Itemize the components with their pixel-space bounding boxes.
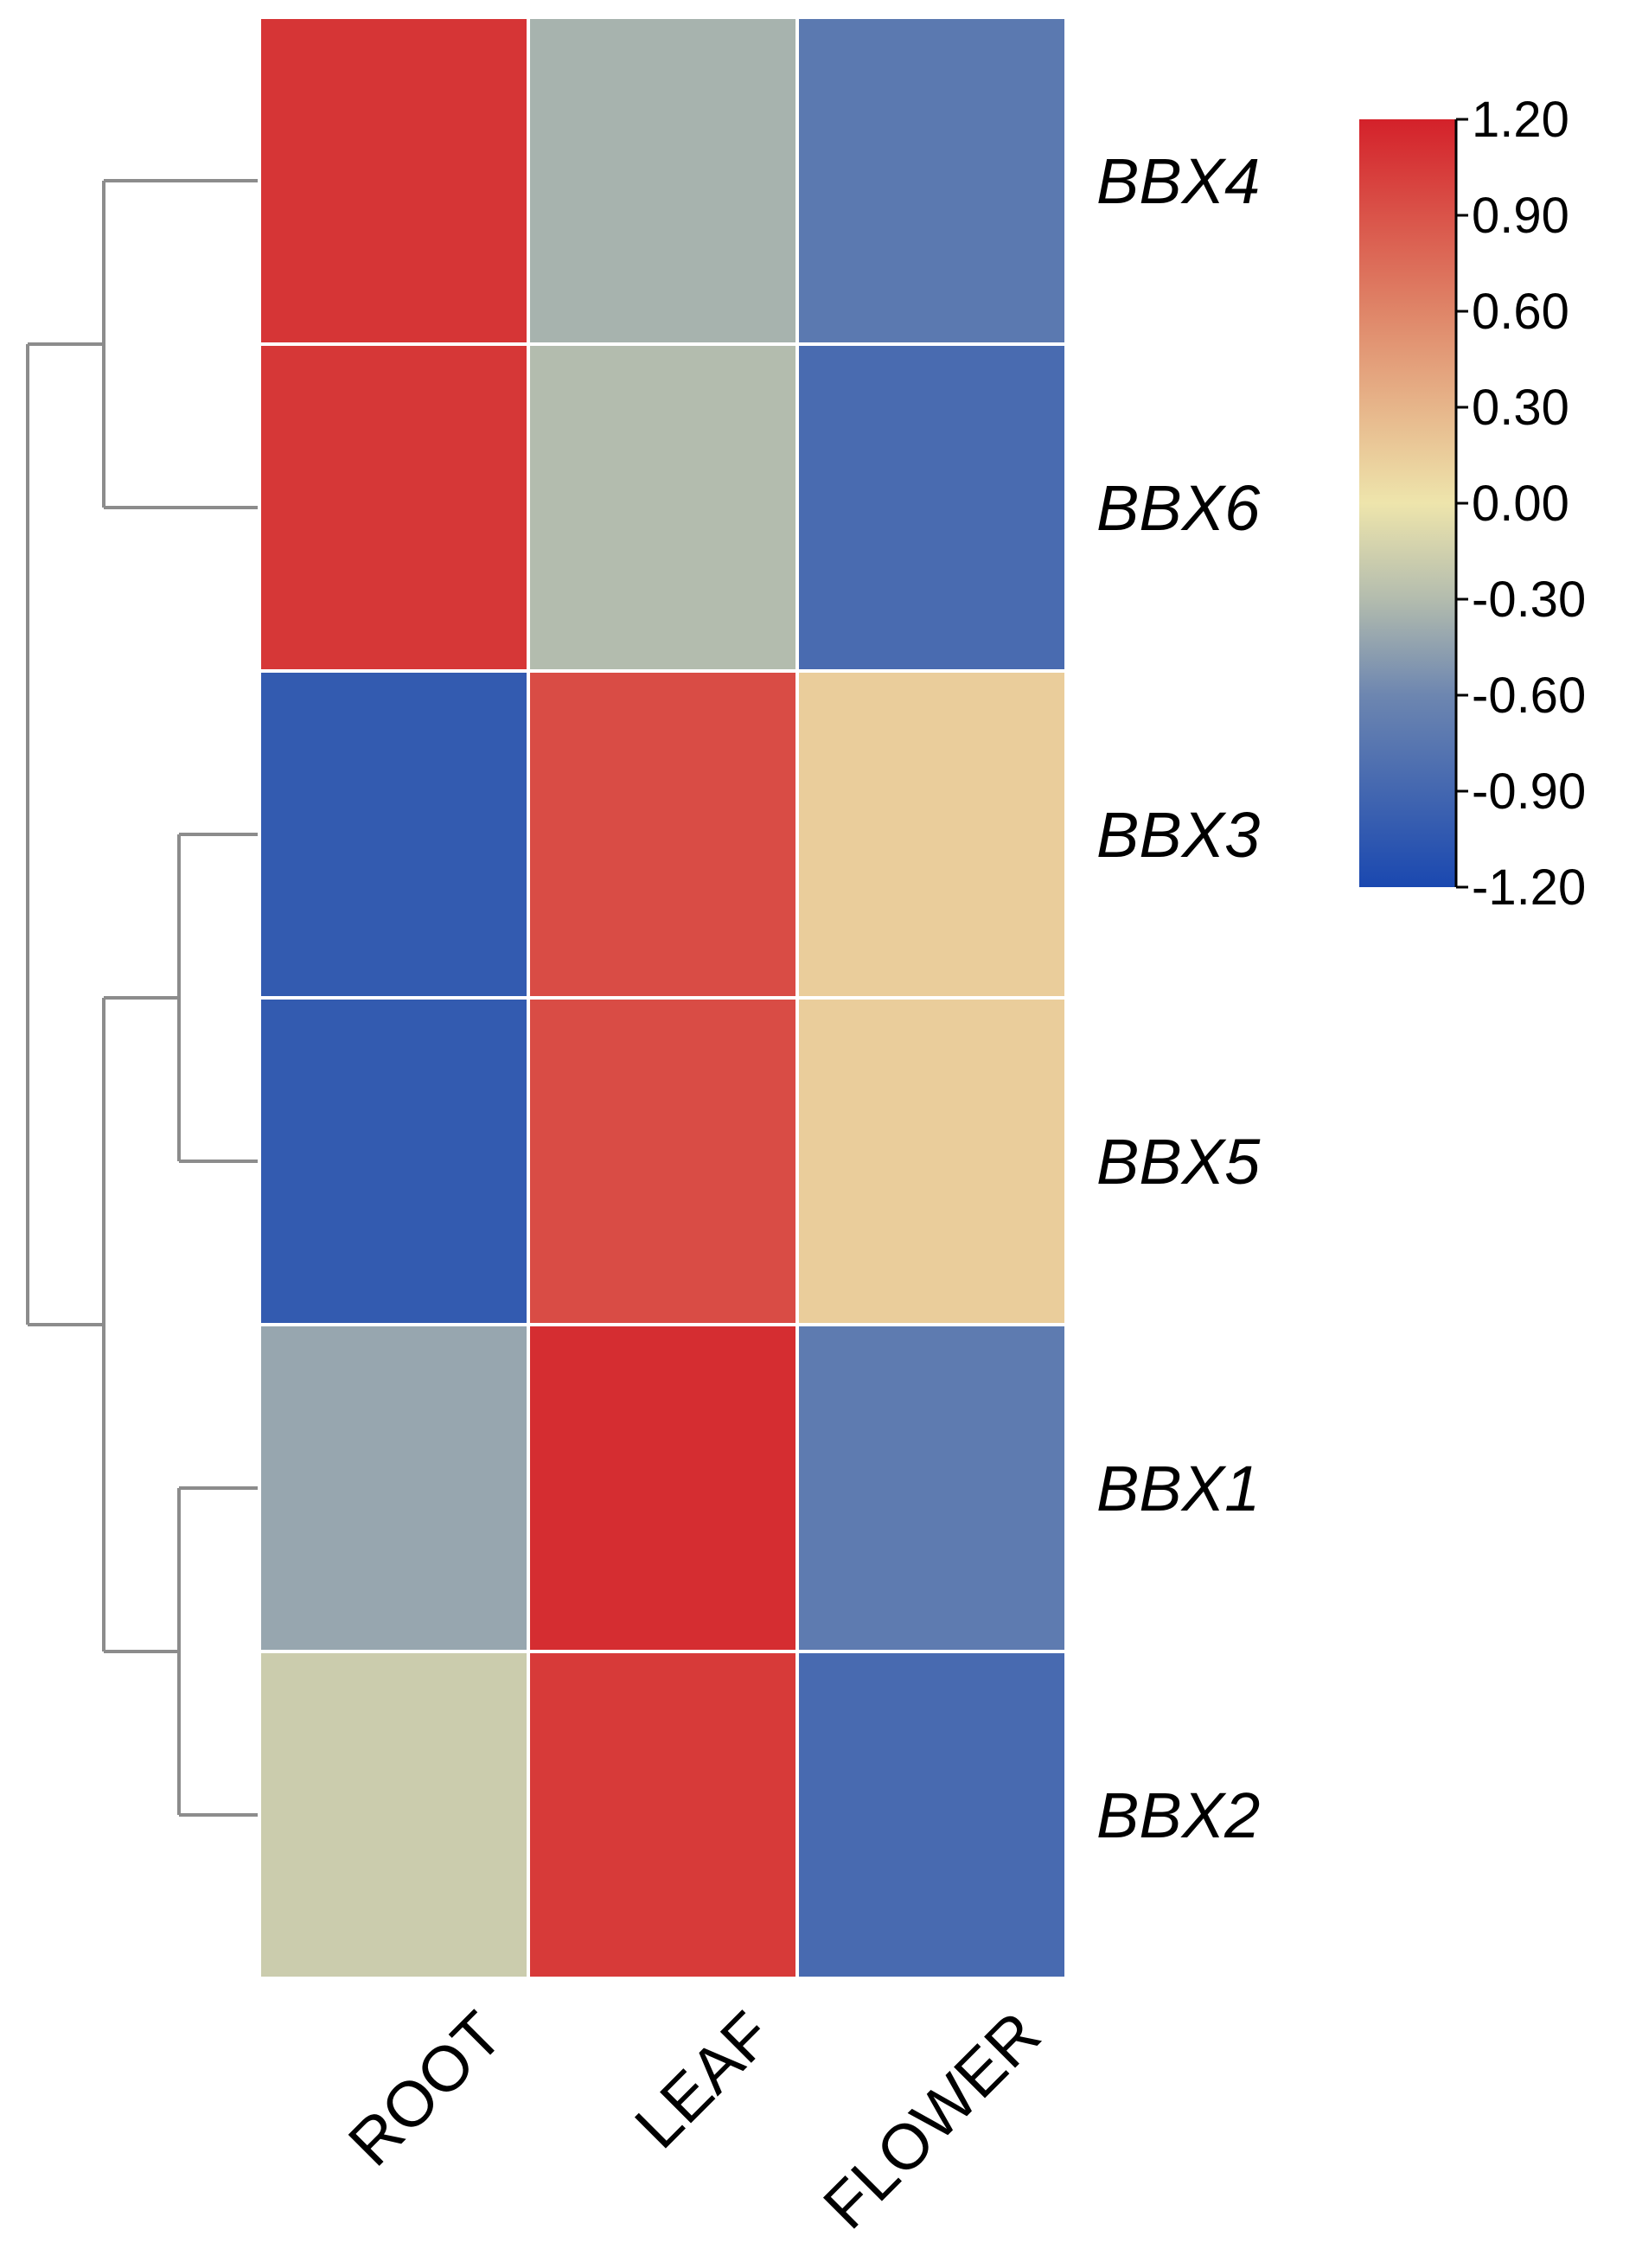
heatmap-cell-BBX3-LEAF xyxy=(527,669,799,1000)
heatmap-cell-BBX4-ROOT xyxy=(258,16,530,346)
row-labels: BBX4 BBX6 BBX3 BBX5 BBX1 BBX2 xyxy=(1096,145,1261,1851)
legend-tick-label: 1.20 xyxy=(1472,92,1569,148)
row-label-BBX5: BBX5 xyxy=(1096,1126,1261,1198)
heatmap-cell-BBX5-LEAF xyxy=(527,996,799,1326)
legend-tick-label: 0.60 xyxy=(1472,284,1569,340)
row-label-BBX4: BBX4 xyxy=(1096,145,1260,217)
heatmap-cell-BBX6-FLOWER xyxy=(795,342,1068,673)
heatmap-cell-BBX3-FLOWER xyxy=(795,669,1068,1000)
heatmap-cells xyxy=(258,16,1068,1980)
heatmap-cell-BBX5-FLOWER xyxy=(795,996,1068,1326)
column-labels: ROOT LEAF FLOWER xyxy=(335,1998,1054,2243)
legend-tick-label: -1.20 xyxy=(1472,859,1586,916)
row-label-BBX2: BBX2 xyxy=(1096,1779,1260,1851)
legend-tick-label: 0.30 xyxy=(1472,380,1569,436)
heatmap-cell-BBX1-ROOT xyxy=(258,1323,530,1653)
column-label-root: ROOT xyxy=(335,1998,516,2180)
heatmap-cell-BBX5-ROOT xyxy=(258,996,530,1326)
heatmap-cell-BBX1-LEAF xyxy=(527,1323,799,1653)
heatmap-cell-BBX3-ROOT xyxy=(258,669,530,1000)
heatmap-cell-BBX6-ROOT xyxy=(258,342,530,673)
legend-tick-label: 0.90 xyxy=(1472,188,1569,244)
color-legend: 1.20 0.90 0.60 0.30 0.00 -0.30 -0.60 -0.90 -1.20 xyxy=(1359,92,1586,916)
column-label-flower: FLOWER xyxy=(809,1998,1054,2243)
column-label-leaf: LEAF xyxy=(621,1998,785,2163)
heatmap-cell-BBX2-FLOWER xyxy=(795,1650,1068,1980)
row-dendrogram xyxy=(26,179,258,1817)
legend-tick-label: -0.60 xyxy=(1472,668,1586,724)
heatmap-cell-BBX4-LEAF xyxy=(527,16,799,346)
row-label-BBX6: BBX6 xyxy=(1096,472,1261,544)
heatmap-cell-BBX2-ROOT xyxy=(258,1650,530,1980)
row-label-BBX1: BBX1 xyxy=(1096,1453,1260,1524)
heatmap-cell-BBX2-LEAF xyxy=(527,1650,799,1980)
legend-tick-label: -0.30 xyxy=(1472,572,1586,628)
heatmap-cell-BBX4-FLOWER xyxy=(795,16,1068,346)
legend-tick-label: -0.90 xyxy=(1472,763,1586,820)
heatmap-cell-BBX1-FLOWER xyxy=(795,1323,1068,1653)
legend-color-bar xyxy=(1359,119,1456,887)
heatmap-cell-BBX6-LEAF xyxy=(527,342,799,673)
row-label-BBX3: BBX3 xyxy=(1096,799,1260,871)
legend-tick-label: 0.00 xyxy=(1472,476,1569,532)
